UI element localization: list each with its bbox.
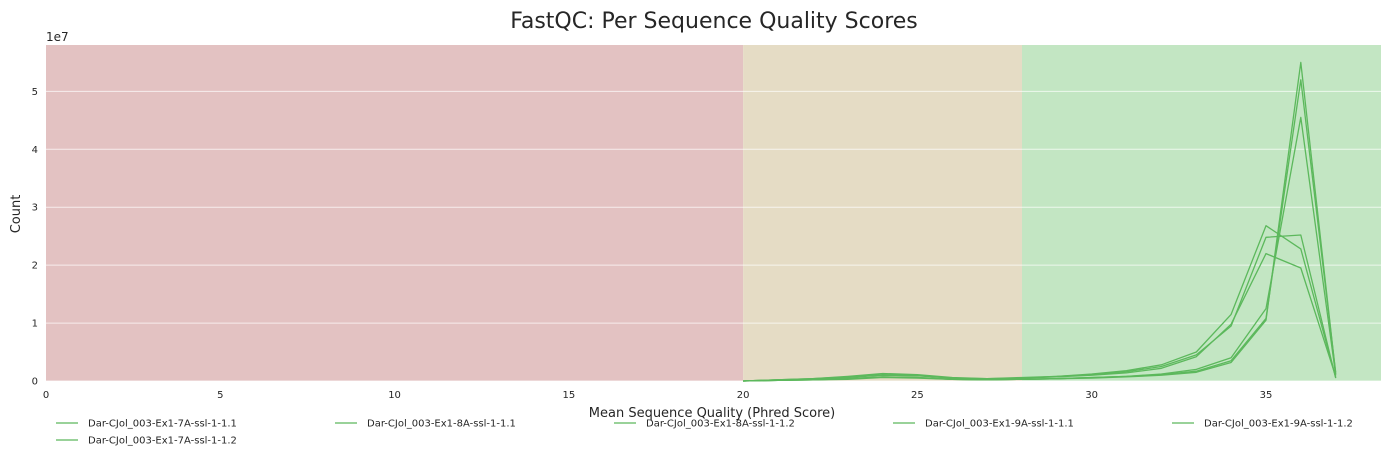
x-tick-label: 5 — [217, 390, 223, 401]
legend-label: Dar-CJol_003-Ex1-7A-ssl-1-1.1 — [88, 419, 237, 430]
x-axis-label: Mean Sequence Quality (Phred Score) — [589, 406, 835, 421]
y-tick-label: 4 — [32, 145, 38, 156]
x-tick-label: 25 — [911, 390, 924, 401]
y-offset-label: 1e7 — [46, 30, 69, 44]
y-tick-label: 1 — [32, 319, 38, 330]
y-tick-label: 3 — [32, 203, 38, 214]
y-tick-label: 2 — [32, 261, 38, 272]
chart-title: FastQC: Per Sequence Quality Scores — [510, 9, 918, 34]
legend-label: Dar-CJol_003-Ex1-8A-ssl-1-1.2 — [646, 419, 795, 430]
y-axis-label: Count — [9, 195, 24, 234]
x-tick-label: 15 — [562, 390, 575, 401]
x-tick-label: 30 — [1085, 390, 1098, 401]
x-tick-label: 0 — [43, 390, 49, 401]
y-tick-label: 5 — [32, 87, 38, 98]
x-tick-label: 35 — [1260, 390, 1273, 401]
series-line-5 — [743, 61, 1337, 382]
band-poor — [46, 45, 744, 381]
x-tick-label: 10 — [388, 390, 401, 401]
legend-label: Dar-CJol_003-Ex1-9A-ssl-1-1.1 — [925, 419, 1074, 430]
series-line-6 — [743, 252, 1337, 382]
plot-area: 0 1 2 3 4 5 0 5 10 15 20 25 30 35 — [32, 45, 1381, 401]
x-tick-label: 20 — [737, 390, 750, 401]
legend-label: Dar-CJol_003-Ex1-8A-ssl-1-1.1 — [367, 419, 516, 430]
band-reasonable — [743, 45, 1022, 381]
y-tick-label: 0 — [32, 377, 38, 388]
legend-label: Dar-CJol_003-Ex1-7A-ssl-1-1.2 — [88, 436, 237, 447]
legend-label: Dar-CJol_003-Ex1-9A-ssl-1-1.2 — [1204, 419, 1353, 430]
legend: Dar-CJol_003-Ex1-7A-ssl-1-1.1 Dar-CJol_00… — [56, 419, 1353, 447]
band-good — [1021, 45, 1381, 381]
